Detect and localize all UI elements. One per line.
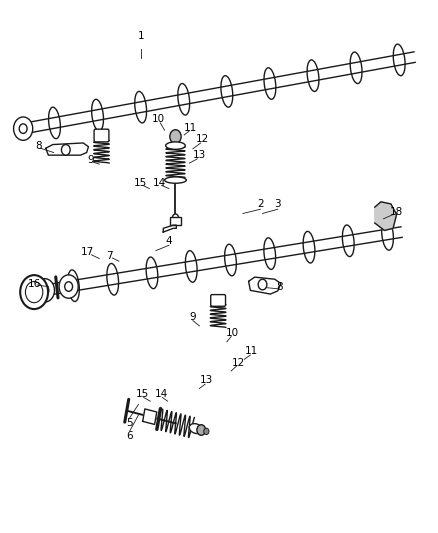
Circle shape — [204, 428, 209, 434]
Circle shape — [61, 144, 70, 155]
Ellipse shape — [165, 177, 186, 183]
Polygon shape — [375, 202, 396, 230]
Ellipse shape — [49, 107, 60, 139]
FancyBboxPatch shape — [211, 295, 226, 306]
Text: 14: 14 — [153, 177, 166, 188]
Text: 12: 12 — [232, 358, 245, 368]
Ellipse shape — [178, 84, 190, 115]
Text: 7: 7 — [106, 251, 113, 261]
Circle shape — [59, 275, 78, 298]
Circle shape — [65, 282, 73, 292]
Circle shape — [35, 279, 54, 302]
Text: 4: 4 — [166, 236, 172, 246]
Ellipse shape — [146, 257, 158, 289]
Ellipse shape — [185, 251, 197, 282]
Ellipse shape — [264, 238, 276, 269]
Text: 3: 3 — [275, 199, 281, 209]
FancyBboxPatch shape — [94, 129, 109, 142]
Text: 17: 17 — [81, 247, 94, 257]
Circle shape — [14, 117, 33, 140]
Ellipse shape — [107, 263, 119, 295]
Ellipse shape — [393, 44, 405, 76]
Circle shape — [41, 286, 49, 295]
Ellipse shape — [135, 91, 147, 123]
Text: 10: 10 — [152, 114, 165, 124]
Polygon shape — [143, 409, 157, 424]
Text: 10: 10 — [226, 328, 239, 338]
FancyBboxPatch shape — [170, 216, 181, 225]
Text: 9: 9 — [87, 156, 94, 165]
Text: 13: 13 — [193, 150, 206, 160]
Text: 18: 18 — [390, 207, 403, 217]
Text: 15: 15 — [136, 389, 149, 399]
Ellipse shape — [307, 60, 319, 92]
Ellipse shape — [381, 219, 393, 250]
Polygon shape — [46, 143, 88, 155]
Ellipse shape — [343, 225, 354, 256]
Ellipse shape — [166, 142, 185, 149]
Circle shape — [19, 124, 27, 133]
Ellipse shape — [264, 68, 276, 99]
Circle shape — [173, 214, 179, 221]
Text: 11: 11 — [245, 346, 258, 357]
Ellipse shape — [67, 270, 79, 302]
Polygon shape — [249, 277, 281, 294]
Text: 15: 15 — [134, 177, 147, 188]
Text: 12: 12 — [196, 134, 209, 144]
Text: 6: 6 — [127, 431, 133, 441]
Circle shape — [20, 275, 48, 309]
Circle shape — [197, 425, 205, 435]
Circle shape — [170, 130, 181, 143]
Ellipse shape — [92, 99, 103, 131]
Text: 13: 13 — [199, 375, 212, 385]
Polygon shape — [163, 225, 177, 232]
Ellipse shape — [303, 231, 315, 263]
Circle shape — [258, 279, 267, 290]
Text: 14: 14 — [155, 389, 168, 399]
Text: 8: 8 — [277, 281, 283, 292]
Text: 16: 16 — [28, 279, 41, 289]
Text: 8: 8 — [35, 141, 42, 151]
Text: 9: 9 — [190, 312, 196, 322]
Text: 5: 5 — [127, 418, 133, 428]
Text: 1: 1 — [138, 31, 144, 41]
Ellipse shape — [221, 76, 233, 107]
Ellipse shape — [225, 244, 237, 276]
Ellipse shape — [350, 52, 362, 84]
Text: 2: 2 — [257, 199, 264, 209]
Ellipse shape — [189, 424, 202, 433]
Text: 11: 11 — [184, 123, 198, 133]
